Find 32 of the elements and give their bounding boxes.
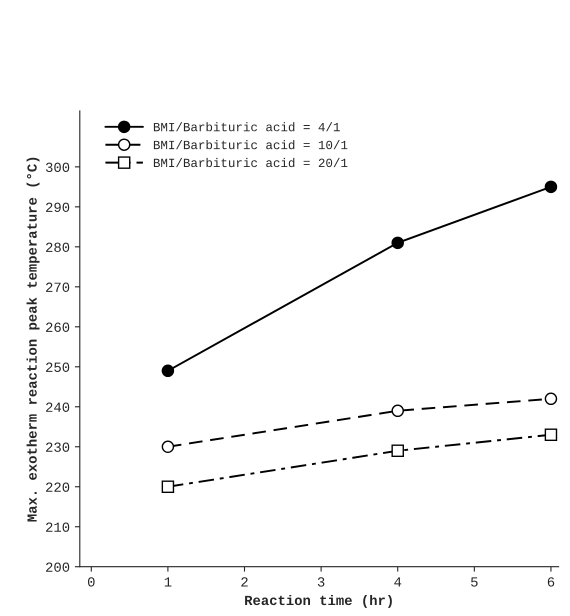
x-tick-label: 6 <box>548 577 554 587</box>
y-tick-label: 260 <box>46 322 70 332</box>
x-axis-title: Reaction time (hr) <box>245 594 392 608</box>
x-tick-label: 5 <box>471 577 478 587</box>
point <box>391 404 404 418</box>
point <box>162 364 174 378</box>
point <box>162 440 174 454</box>
y-tick-label: 270 <box>46 282 70 292</box>
y-tick-label: 290 <box>46 202 70 212</box>
legend-label: BMI/Barbituric acid = 20/1 <box>154 158 348 168</box>
y-axis-title: Max. exotherm reaction peak temperature (°C) <box>26 158 40 522</box>
x-tick-label: 3 <box>318 577 324 587</box>
y-tick-label: 280 <box>46 242 70 252</box>
y-tick-label: 240 <box>46 402 70 412</box>
y-tick-label: 300 <box>46 162 70 172</box>
y-tick-label: 210 <box>46 522 70 532</box>
legend-label: BMI/Barbituric acid = 10/1 <box>154 140 348 150</box>
point <box>544 392 558 406</box>
x-tick-label: 1 <box>164 577 172 587</box>
y-tick-label: 250 <box>46 362 70 372</box>
point <box>544 180 558 194</box>
point <box>544 428 558 442</box>
y-tick-label: 220 <box>46 482 70 492</box>
x-tick-label: 0 <box>88 577 95 587</box>
y-tick-label: 230 <box>46 442 70 452</box>
point <box>162 480 174 493</box>
x-tick-label: 2 <box>241 577 248 587</box>
x-tick-label: 4 <box>394 577 402 587</box>
point <box>391 444 404 458</box>
legend-label: BMI/Barbituric acid = 4/1 <box>154 122 340 132</box>
y-tick-label: 200 <box>46 562 70 572</box>
point <box>391 236 404 250</box>
